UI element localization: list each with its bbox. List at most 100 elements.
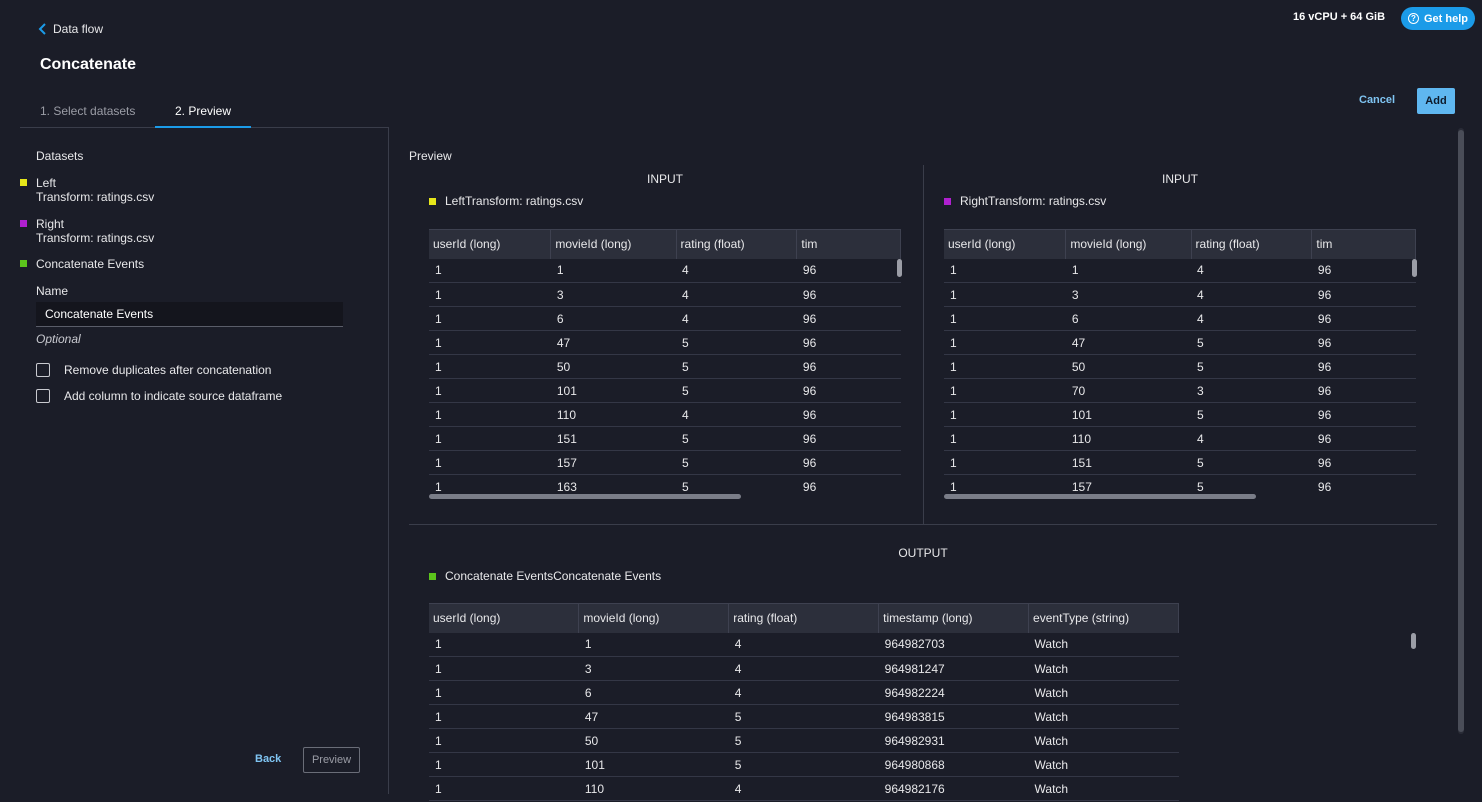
output-table[interactable]: userId (long) movieId (long) rating (float… [429,603,1179,802]
remove-duplicates-checkbox[interactable] [36,363,50,377]
back-to-data-flow-link[interactable]: Data flow [38,22,103,36]
table-cell: 1 [429,728,579,753]
table-row: 1 1 4 96 [429,258,901,283]
left-input-grid: userId (long) movieId (long) rating (float… [429,229,901,496]
table-cell: 1 [429,656,579,681]
right-input-color-marker [944,197,951,205]
get-help-button[interactable]: ? Get help [1401,7,1475,30]
preview-heading: Preview [409,149,452,163]
column-header[interactable]: rating (float) [1191,229,1313,259]
table-cell: 96 [1311,402,1416,427]
left-input-vertical-scrollbar[interactable] [897,259,902,277]
table-cell: 4 [676,282,797,307]
table-cell: 151 [550,426,677,451]
table-cell: 70 [1065,378,1192,403]
add-source-column-label: Add column to indicate source dataframe [64,389,283,403]
column-header[interactable]: tim [1311,229,1416,259]
table-cell: 5 [1191,330,1312,355]
table-cell: 96 [1311,258,1416,283]
column-header[interactable]: eventType (string) [1028,603,1179,633]
remove-duplicates-option[interactable]: Remove duplicates after concatenation [36,363,271,377]
column-header[interactable]: timestamp (long) [878,603,1030,633]
remove-duplicates-label: Remove duplicates after concatenation [64,363,272,377]
table-cell: Watch [1028,728,1179,753]
datasets-heading: Datasets [36,149,84,163]
dataset-left-source: Transform: ratings.csv [36,190,155,204]
page-scrollbar-thumb[interactable] [1458,130,1464,732]
back-button[interactable]: Back [255,753,282,765]
table-cell: 5 [1191,354,1312,379]
table-cell: 1 [944,378,1066,403]
column-header[interactable]: rating (float) [676,229,798,259]
table-cell: 50 [578,728,729,753]
table-cell: 1 [429,776,579,801]
table-cell: 3 [578,656,729,681]
table-cell: 1 [944,450,1066,475]
table-cell: 96 [796,450,901,475]
output-label-text: Concatenate EventsConcatenate Events [445,569,662,583]
help-icon: ? [1407,13,1419,24]
table-row: 1 50 5 964982931 Watch [429,728,1179,753]
name-input[interactable] [36,302,343,327]
right-input-horizontal-scrollbar[interactable] [944,494,1256,499]
table-cell: Watch [1028,776,1179,801]
table-cell: 5 [728,752,879,777]
column-header[interactable]: tim [796,229,901,259]
table-cell: 5 [728,728,879,753]
table-row: 1 3 4 96 [944,282,1416,307]
left-input-color-marker [429,197,436,205]
table-cell: 1 [429,258,551,283]
table-row: 1 110 4 96 [429,402,901,427]
table-row: 1 101 5 964980868 Watch [429,752,1179,777]
table-cell: 4 [1191,282,1312,307]
column-header[interactable]: rating (float) [728,603,880,633]
add-source-column-option[interactable]: Add column to indicate source dataframe [36,389,282,403]
table-cell: 5 [676,474,797,496]
right-input-vertical-scrollbar[interactable] [1412,259,1417,277]
table-cell: 1 [429,474,551,496]
column-header[interactable]: userId (long) [944,229,1067,259]
output-grid: userId (long) movieId (long) rating (float… [429,603,1179,801]
table-cell: 96 [1311,282,1416,307]
left-input-horizontal-scrollbar[interactable] [429,494,741,499]
output-vertical-scrollbar[interactable] [1411,633,1416,649]
table-cell: 1 [944,306,1066,331]
table-row: 1 163 5 96 [429,474,901,496]
left-input-table[interactable]: userId (long) movieId (long) rating (float… [429,229,901,496]
table-cell: 4 [1191,306,1312,331]
output-section-label: OUTPUT [898,546,948,560]
add-button[interactable]: Add [1417,88,1455,114]
table-cell: Watch [1028,656,1179,681]
table-cell: 110 [578,776,729,801]
table-cell: 1 [429,426,551,451]
column-header[interactable]: userId (long) [429,229,552,259]
table-cell: 4 [728,656,879,681]
table-row: 1 50 5 96 [429,354,901,379]
column-header[interactable]: movieId (long) [578,603,730,633]
table-cell: 96 [796,330,901,355]
column-header[interactable]: userId (long) [429,603,580,633]
input-divider [923,165,924,525]
tab-select-datasets[interactable]: 1. Select datasets [40,104,136,118]
preview-button[interactable]: Preview [303,747,360,773]
instance-resources[interactable]: 16 vCPU + 64 GiB [1293,11,1386,23]
column-header[interactable]: movieId (long) [550,229,677,259]
table-cell: 1 [429,402,551,427]
table-cell: 1 [944,354,1066,379]
add-source-column-checkbox[interactable] [36,389,50,403]
tab-preview[interactable]: 2. Preview [155,104,251,128]
left-input-label-text: LeftTransform: ratings.csv [445,194,584,208]
table-cell: 4 [1191,426,1312,451]
right-input-table[interactable]: userId (long) movieId (long) rating (float… [944,229,1416,496]
table-cell: 163 [550,474,677,496]
table-cell: 5 [676,450,797,475]
column-header[interactable]: movieId (long) [1065,229,1192,259]
table-cell: 110 [550,402,677,427]
table-cell: 96 [796,474,901,496]
table-row: 1 6 4 96 [429,306,901,331]
table-cell: Watch [1028,752,1179,777]
table-cell: 3 [1191,378,1312,403]
table-cell: 4 [1191,258,1312,283]
table-row: 1 6 4 964982224 Watch [429,680,1179,705]
cancel-button[interactable]: Cancel [1359,94,1396,106]
